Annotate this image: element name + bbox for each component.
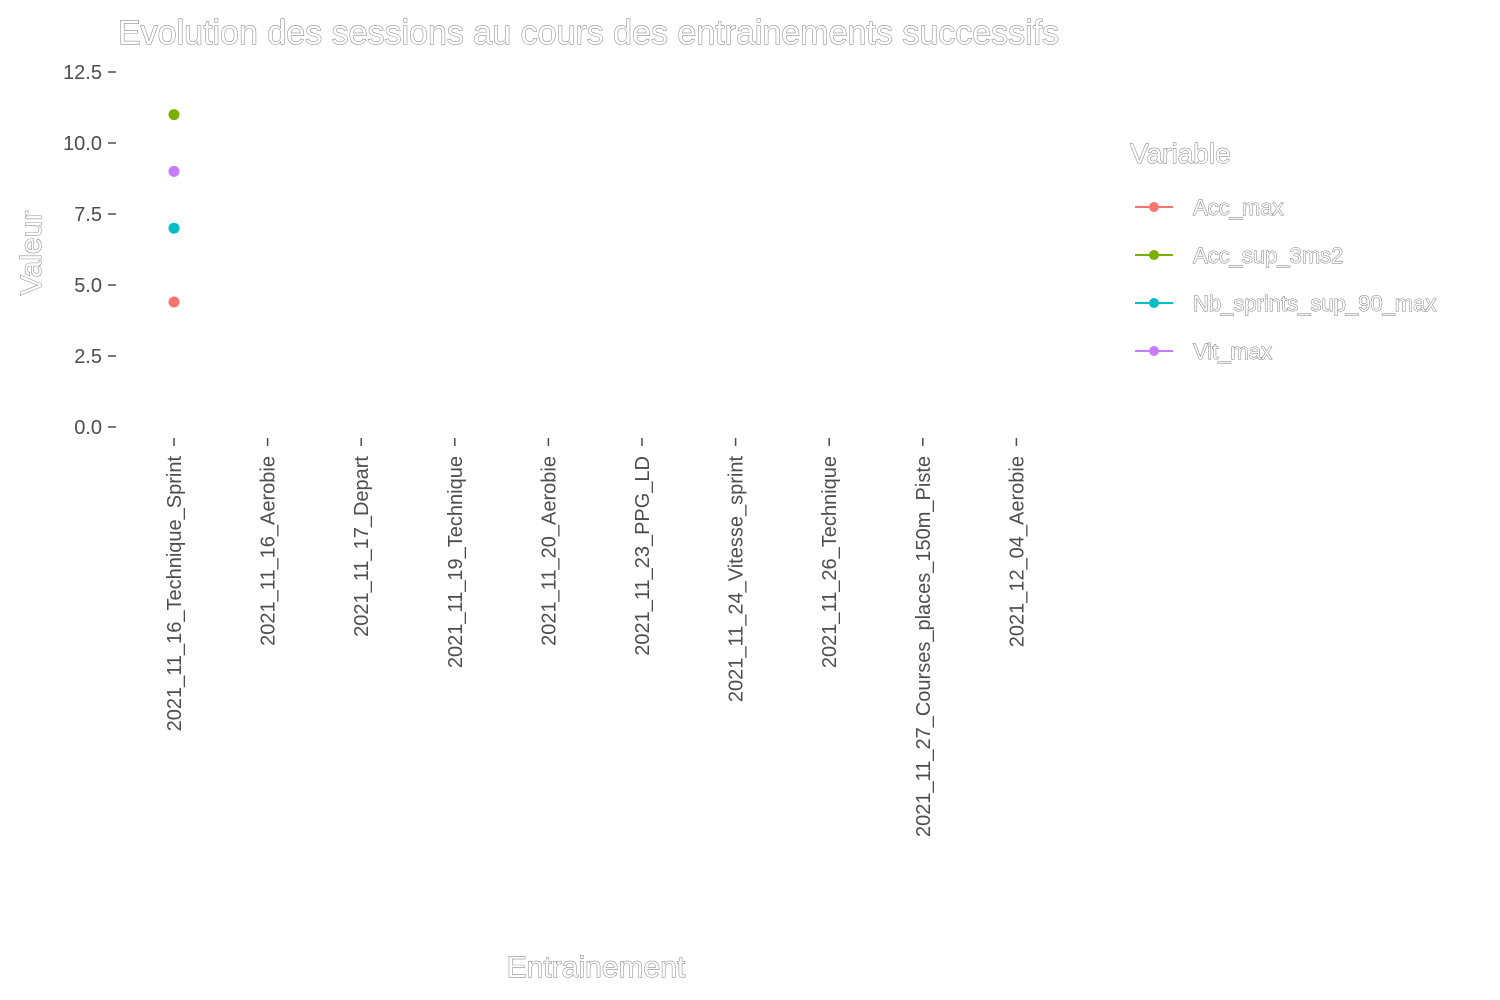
x-tick-label: 2021_11_24_Vitesse_sprint bbox=[726, 456, 748, 703]
data-point bbox=[168, 165, 180, 177]
data-point bbox=[168, 296, 180, 308]
y-tick-label: 10.0 bbox=[63, 133, 102, 155]
y-axis: 0.0 2.5 5.0 7.5 10.0 12.5 bbox=[63, 62, 116, 439]
y-tick-label: 12.5 bbox=[63, 62, 102, 84]
y-tick-label: 7.5 bbox=[74, 204, 102, 226]
y-axis-label: Valeur bbox=[15, 211, 48, 296]
legend-entry-label: Nb_sprints_sup_90_max bbox=[1193, 291, 1436, 316]
x-tick-label: 2021_11_19_Technique bbox=[445, 456, 467, 668]
legend-entry-label: Vit_max bbox=[1193, 339, 1272, 364]
x-tick-label: 2021_11_16_Aerobie bbox=[258, 456, 280, 646]
legend-key-marker bbox=[1149, 250, 1159, 260]
x-tick-label: 2021_11_23_PPG_LD bbox=[632, 456, 654, 656]
data-points bbox=[168, 109, 180, 308]
chart-title: Evolution des sessions au cours des entr… bbox=[118, 14, 1059, 52]
y-tick-label: 5.0 bbox=[74, 275, 102, 297]
legend-key-marker bbox=[1149, 298, 1159, 308]
y-tick-label: 0.0 bbox=[74, 417, 102, 439]
y-tick-label: 2.5 bbox=[74, 346, 102, 368]
legend-entry-label: Acc_sup_3ms2 bbox=[1193, 243, 1343, 268]
x-axis: 2021_11_16_Technique_Sprint 2021_11_16_Ae… bbox=[164, 438, 1028, 837]
legend-title: Variable bbox=[1130, 138, 1231, 169]
x-tick-label: 2021_11_16_Technique_Sprint bbox=[164, 456, 186, 732]
data-point bbox=[168, 222, 180, 234]
x-tick-label: 2021_11_20_Aerobie bbox=[538, 456, 560, 646]
x-tick-label: 2021_12_04_Aerobie bbox=[1006, 456, 1028, 647]
data-point bbox=[168, 109, 180, 121]
x-axis-label: Entrainement bbox=[507, 951, 686, 984]
x-tick-label: 2021_11_26_Technique bbox=[819, 456, 841, 668]
legend-key-marker bbox=[1149, 346, 1159, 356]
legend: Acc_max Acc_sup_3ms2 Nb_sprints_sup_90_max… bbox=[1135, 195, 1437, 364]
legend-key-marker bbox=[1149, 202, 1159, 212]
legend-entry-label: Acc_max bbox=[1193, 195, 1283, 220]
x-tick-label: 2021_11_27_Courses_places_150m_Piste bbox=[913, 456, 935, 837]
x-tick-label: 2021_11_17_Depart bbox=[351, 456, 373, 637]
